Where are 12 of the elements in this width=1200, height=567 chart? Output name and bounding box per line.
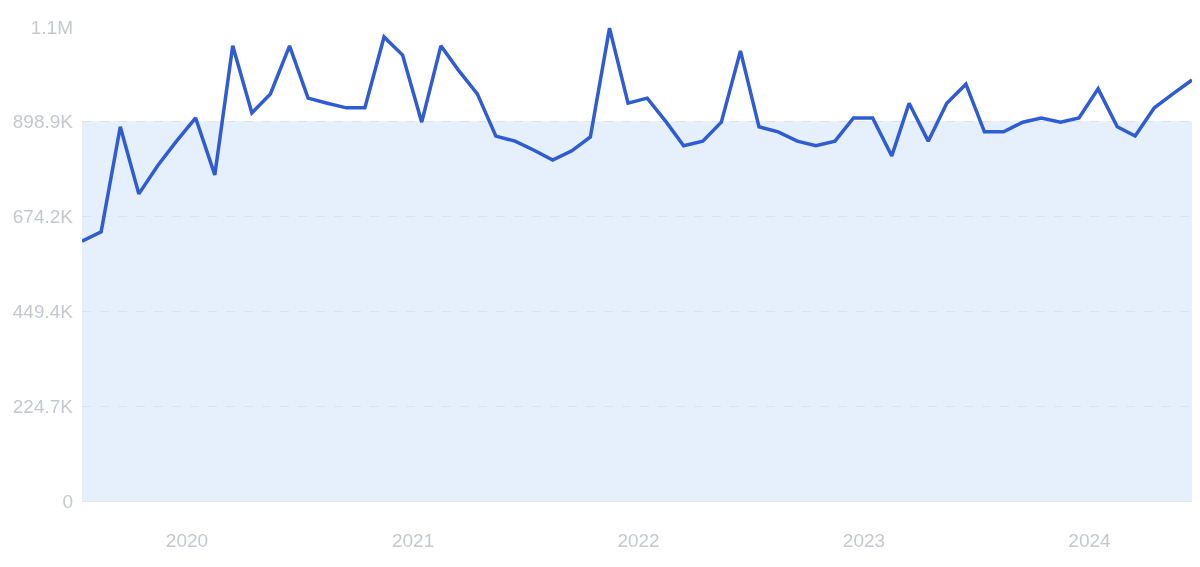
- y-tick-label: 674.2K: [12, 206, 74, 228]
- x-tick-label: 2020: [165, 529, 209, 551]
- y-tick-label: 224.7K: [12, 395, 74, 417]
- y-tick-label: 449.4K: [12, 301, 74, 323]
- x-tick-label: 2022: [617, 529, 660, 551]
- line-series: [82, 27, 1192, 243]
- x-tick-label: 2023: [842, 529, 886, 551]
- y-tick-label: 0: [62, 490, 73, 512]
- x-tick-label: 2021: [391, 529, 435, 551]
- y-tick-label: 1.1M: [30, 16, 73, 38]
- x-tick-label: 2024: [1068, 529, 1112, 551]
- y-tick-label: 898.9K: [12, 111, 74, 133]
